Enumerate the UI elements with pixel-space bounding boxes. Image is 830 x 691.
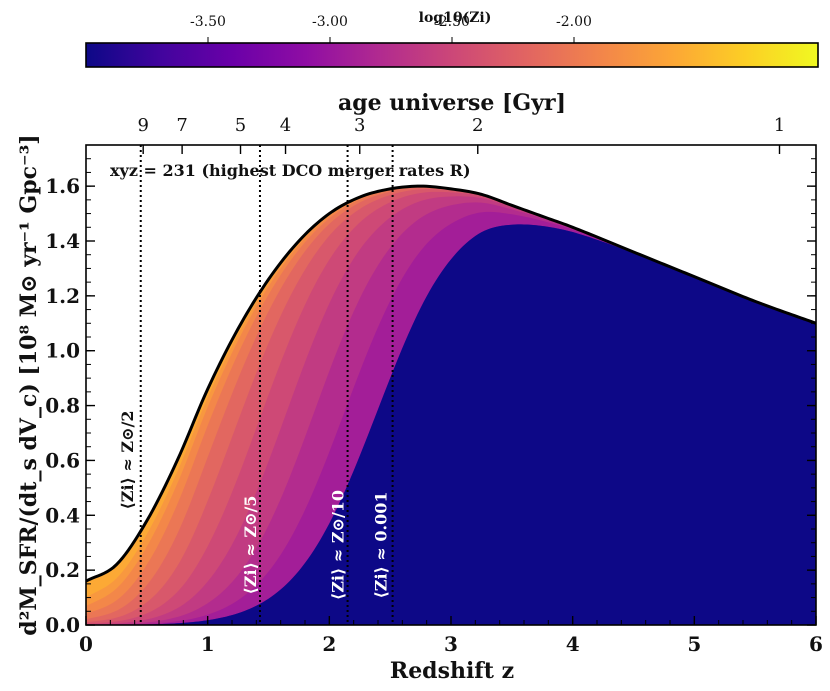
x-tick-label: 5 bbox=[687, 632, 701, 656]
top-tick-label: 5 bbox=[235, 115, 246, 136]
y-tick-label: 0.8 bbox=[45, 394, 80, 418]
colorbar-tick-label: -2.50 bbox=[434, 14, 470, 30]
y-tick-label: 1.6 bbox=[45, 174, 80, 198]
metallicity-marker-label: ⟨Zi⟩ ≈ 0.001 bbox=[372, 491, 391, 598]
x-tick-label: 4 bbox=[566, 632, 580, 656]
x-axis-title: Redshift z bbox=[390, 658, 514, 684]
top-tick-label: 4 bbox=[280, 115, 291, 136]
y-tick-label: 0.2 bbox=[45, 558, 80, 582]
colorbar-tick-label: -3.00 bbox=[312, 14, 348, 30]
y-tick-label: 1.0 bbox=[45, 339, 80, 363]
colorbar: -3.50 -3.00 -2.50 -2.00 log10(Zi) bbox=[85, 10, 819, 68]
total-sfrd-line bbox=[85, 184, 817, 583]
colorbar-label: log10(Zi) bbox=[419, 10, 492, 26]
y-tick-label: 1.4 bbox=[45, 229, 80, 253]
axes: 0 1 2 3 4 5 6 0.0 0.2 0.4 0.6 0.8 1.0 1.2 1.4 1.6 9 7 5 4 3 2… bbox=[45, 115, 823, 656]
y-tick-label: 0.6 bbox=[45, 448, 80, 472]
x-tick-label: 6 bbox=[809, 632, 823, 656]
metallicity-band-lowest bbox=[86, 224, 816, 625]
y-tick-label: 1.2 bbox=[45, 284, 80, 308]
plot-lines bbox=[85, 145, 817, 625]
top-tick-label: 2 bbox=[472, 115, 483, 136]
top-axis-title: age universe [Gyr] bbox=[338, 90, 566, 116]
labels: age universe [Gyr] Redshift z d²M_SFR/(dt_… bbox=[16, 90, 566, 684]
y-axis-title: d²M_SFR/(dt_s dV_c) [10⁸ M⊙ yr⁻¹ Gpc⁻³] bbox=[16, 134, 42, 635]
metallicity-marker-label: ⟨Zi⟩ ≈ Z⊙/2 bbox=[118, 411, 137, 510]
x-tick-label: 1 bbox=[201, 632, 215, 656]
x-tick-label: 0 bbox=[79, 632, 93, 656]
top-tick-label: 9 bbox=[137, 115, 148, 136]
annotation-text: xyz = 231 (highest DCO merger rates R) bbox=[110, 161, 471, 180]
y-tick-label: 0.0 bbox=[45, 613, 80, 637]
colorbar-gradient bbox=[85, 42, 819, 68]
metallicity-marker-label: ⟨Zi⟩ ≈ Z⊙/10 bbox=[329, 490, 348, 600]
top-tick-label: 7 bbox=[176, 115, 187, 136]
metallicity-bands bbox=[86, 186, 816, 625]
top-tick-label: 3 bbox=[354, 115, 365, 136]
x-tick-label: 2 bbox=[322, 632, 336, 656]
top-tick-label: 1 bbox=[774, 115, 785, 136]
x-tick-label: 3 bbox=[444, 632, 458, 656]
colorbar-tick-label: -2.00 bbox=[556, 14, 592, 30]
colorbar-tick-label: -3.50 bbox=[190, 14, 226, 30]
metallicity-marker-label: ⟨Zi⟩ ≈ Z⊙/5 bbox=[241, 496, 260, 595]
y-tick-label: 0.4 bbox=[45, 503, 80, 527]
